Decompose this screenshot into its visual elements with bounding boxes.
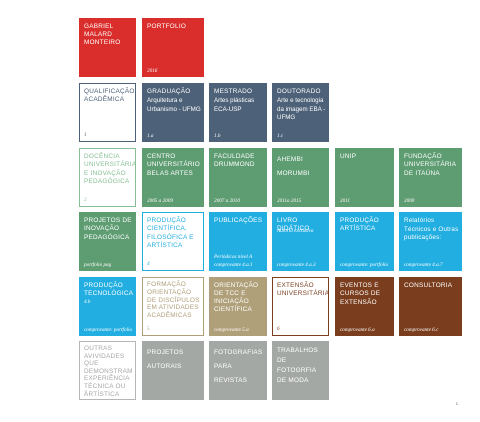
tile-title: AHEMBI MORUMBI: [277, 156, 310, 177]
tile-code: comprovante 6.a: [340, 327, 375, 333]
portfolio-year: 2016: [147, 68, 158, 74]
tile-title: PROJETOS AUTORAIS: [147, 349, 184, 370]
tile-note: Autoria exclusiva: [277, 228, 314, 234]
tile-code: comprovante 4.a.3: [277, 262, 316, 268]
tile-number: 4.b: [84, 299, 91, 305]
tile-unip[interactable]: UNIP 2011: [335, 148, 394, 207]
tile-qualificacao[interactable]: QUALIFICAÇÃO ACADÊMICA 1: [79, 83, 136, 142]
tile-ahembi[interactable]: AHEMBI MORUMBI 2011a 2015: [272, 148, 329, 207]
tile-title: DOUTORADO: [277, 88, 321, 95]
tile-title: CENTRO UNIVERSITÁRIO BELAS ARTES: [147, 153, 200, 177]
tile-relatorios[interactable]: Relatórios Técnicos e Outras publicações…: [399, 212, 462, 271]
tile-producao-tecnologica[interactable]: PRODUÇÃO TECNOLÓGICA 4.b comprovante: po…: [79, 277, 136, 336]
tile-outras-atividades[interactable]: OUTRAS AVIVIDADES QUE DEMONSTRAM EXPERIÊ…: [79, 341, 136, 400]
tile-code: comprovante 5.a: [214, 327, 249, 333]
tile-eventos[interactable]: EVENTOS E CURSOS DE EXTENSÃO comprovante…: [335, 277, 394, 336]
tile-code: 2007 a 2010: [214, 198, 240, 204]
tile-title: Relatórios Técnicos e Outras publicações…: [404, 217, 459, 242]
tile-note: Periódicos nível A: [214, 254, 253, 260]
tile-code: 1.b: [214, 133, 221, 139]
tile-code: comprovante 4.a.7: [404, 262, 443, 268]
tile-extensao[interactable]: EXTENSÃO UNIVERSITÁRIA 6: [272, 277, 329, 336]
tile-projetos-inovacao[interactable]: PROJETOS DE INOVAÇÃO PEDAGÓGICA portfoli…: [79, 212, 136, 271]
tile-subtitle: Artes plásticas ECA-USP: [214, 97, 255, 113]
author-name: GABRIEL MALARD MONTEIRO: [84, 23, 121, 46]
tile-code: 1.c: [277, 133, 284, 139]
tile-projetos-autorais[interactable]: PROJETOS AUTORAIS: [142, 341, 204, 400]
tile-code: comprovante: portfolio: [340, 262, 389, 268]
tile-code: 1.a: [147, 133, 154, 139]
tile-producao-artistica[interactable]: PRODUÇÃO ARTÍSTICA comprovante: portfoli…: [335, 212, 394, 271]
tile-code: 5: [147, 326, 150, 332]
tile-itauna[interactable]: FUNDAÇÃO UNIVERSITÁRIA DE ITAÚNA 2000: [399, 148, 462, 207]
tile-docencia[interactable]: DOCÊNCIA UNIVERSITÁRIA E INOVAÇÃO PEDAGÓ…: [79, 148, 136, 207]
tile-code: portfolio pag: [84, 262, 112, 268]
tile-title: QUALIFICAÇÃO ACADÊMICA: [84, 88, 135, 104]
tile-title: GRADUAÇÃO: [147, 88, 191, 95]
tile-title: LIVRO DIDÁTICO: [277, 217, 310, 233]
tile-title: TRABALHOS DE FOTOGRFIA DE MODA: [277, 347, 318, 384]
tile-title: CONSULTORIA: [404, 282, 453, 289]
tile-title: FUNDAÇÃO UNIVERSITÁRIA DE ITAÚNA: [404, 153, 456, 177]
tile-title: FOTOGRAFIAS PARA REVISTAS: [214, 349, 263, 384]
tile-code: 1: [84, 132, 87, 138]
tile-code: 2005 a 2009: [147, 198, 173, 204]
tile-mestrado[interactable]: MESTRADO Artes plásticas ECA-USP 1.b: [209, 83, 267, 142]
tile-title: PROJETOS DE INOVAÇÃO PEDAGÓGICA: [84, 217, 132, 241]
tile-title: UNIP: [340, 153, 357, 160]
tile-graduacao[interactable]: GRADUAÇÃO Arquitetura e Urbanismo - UFMG…: [142, 83, 204, 142]
tile-title: PRODUÇÃO TECNOLÓGICA: [84, 282, 134, 298]
tile-fotografia-moda[interactable]: TRABALHOS DE FOTOGRFIA DE MODA: [272, 341, 329, 400]
tile-publicacoes[interactable]: PUBLICAÇÕES Periódicos nível A comprovan…: [209, 212, 267, 271]
tile-title: PUBLICAÇÕES: [214, 217, 263, 224]
tile-title: FACULDADE DRUMMOND: [214, 153, 255, 169]
tile-code: 2011a 2015: [277, 198, 302, 204]
tile-code: comprovante 4.a.1: [214, 262, 253, 268]
tile-code: 2011: [340, 198, 350, 204]
page-number: 1: [455, 401, 458, 406]
tile-code: 7: [84, 390, 87, 396]
name-tile: GABRIEL MALARD MONTEIRO: [79, 18, 136, 77]
tile-drummond[interactable]: FACULDADE DRUMMOND 2007 a 2010: [209, 148, 267, 207]
tile-doutorado[interactable]: DOUTORADO Arte e tecnologia da imagem EB…: [272, 83, 329, 142]
tile-subtitle: Arte e tecnologia da imagem EBA - UFMG: [277, 97, 326, 122]
tile-producao-cientifica[interactable]: PRODUÇÃO CIENTÍFICA, FILOSÓFICA E ARTÍST…: [142, 212, 204, 271]
tile-title: ORIENTAÇÃO DE TCC E INICIAÇÃO CIENTÍFICA: [214, 282, 259, 313]
tile-title: PRODUÇÃO ARTÍSTICA: [340, 217, 379, 233]
tile-title: PRODUÇÃO CIENTÍFICA, FILOSÓFICA E ARTÍST…: [147, 217, 194, 250]
tile-consultoria[interactable]: CONSULTORIA comprovante 6.c: [399, 277, 462, 336]
tile-code: comprovante: portfolio: [84, 327, 133, 333]
tile-title: MESTRADO: [214, 88, 253, 95]
tile-subtitle: Arquitetura e Urbanismo - UFMG: [147, 97, 201, 113]
tile-title: DOCÊNCIA UNIVERSITÁRIA E INOVAÇÃO PEDAGÓ…: [84, 153, 136, 186]
tile-code: 6: [277, 326, 280, 332]
portfolio-tile[interactable]: PORTFOLIO 2016: [142, 18, 204, 77]
tile-title: FORMAÇÃO ORIENTAÇÃO DE DISCÍPULOS EM ATI…: [147, 281, 200, 320]
tile-title: EXTENSÃO UNIVERSITÁRIA: [277, 282, 329, 298]
tile-belas-artes[interactable]: CENTRO UNIVERSITÁRIO BELAS ARTES 2005 a …: [142, 148, 204, 207]
tile-code: 2000: [404, 198, 415, 204]
portfolio-title: PORTFOLIO: [147, 23, 187, 30]
tile-code: 2: [84, 197, 87, 203]
tile-orientacao[interactable]: ORIENTAÇÃO DE TCC E INICIAÇÃO CIENTÍFICA…: [209, 277, 267, 336]
tile-formacao[interactable]: FORMAÇÃO ORIENTAÇÃO DE DISCÍPULOS EM ATI…: [142, 277, 204, 336]
tile-fotografias-revistas[interactable]: FOTOGRAFIAS PARA REVISTAS: [209, 341, 267, 400]
tile-title: EVENTOS E CURSOS DE EXTENSÃO: [340, 282, 381, 306]
tile-title: OUTRAS AVIVIDADES QUE DEMONSTRAM EXPERIÊ…: [84, 345, 133, 398]
tile-code: 4: [147, 261, 150, 267]
tile-livro-didatico[interactable]: LIVRO DIDÁTICO Autoria exclusiva comprov…: [272, 212, 329, 271]
tile-code: comprovante 6.c: [404, 327, 439, 333]
